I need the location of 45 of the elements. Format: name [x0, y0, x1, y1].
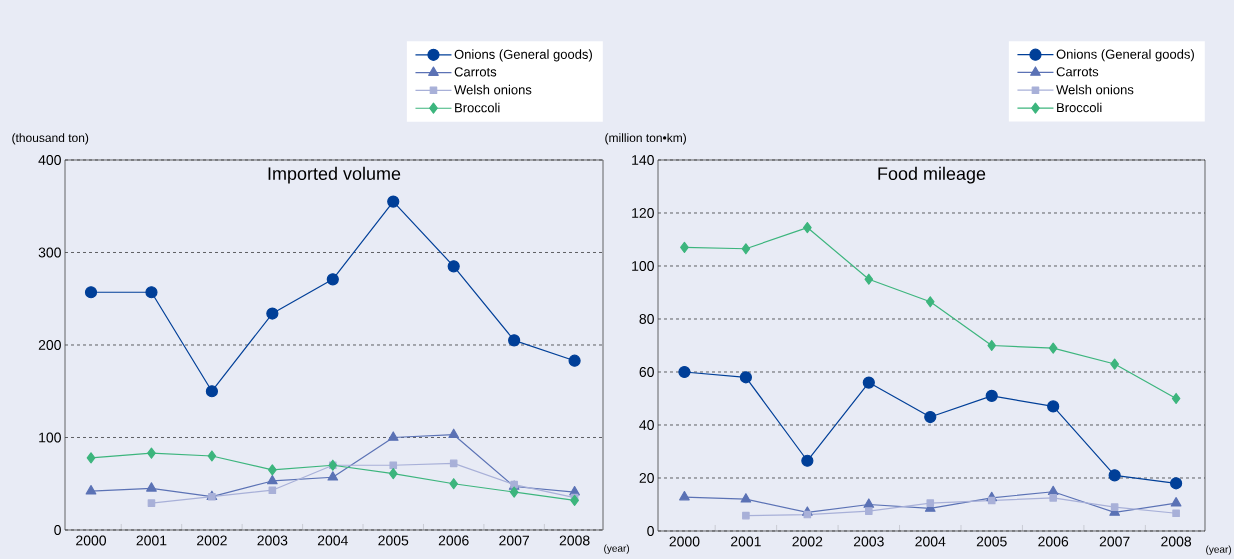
x-tick-label: 2003: [257, 535, 288, 546]
y-tick-label: 400: [38, 155, 61, 165]
legend-label: Broccoli: [1057, 102, 1102, 113]
legend-label: Onions (General goods): [1056, 49, 1194, 62]
x-tick-label: 2005: [378, 535, 409, 546]
legend-label: Welsh onions: [454, 84, 532, 95]
legend-label: Onions (General goods): [454, 49, 592, 62]
x-axis-title: (year): [1206, 545, 1232, 555]
legend-label: Carrots: [1056, 67, 1099, 77]
x-tick-label: 2004: [317, 535, 348, 546]
y-tick-label: 60: [639, 367, 654, 377]
y-axis-title: (thousand ton): [12, 133, 89, 145]
legend-label: Broccoli: [455, 102, 500, 113]
x-tick-label: 2000: [669, 536, 700, 547]
y-tick-label: 200: [38, 340, 61, 350]
x-tick-label: 2001: [136, 535, 167, 546]
x-axis-title: (year): [604, 544, 630, 554]
y-tick-label: 40: [639, 420, 654, 430]
x-tick-label: 2004: [915, 536, 946, 547]
x-tick-label: 2008: [559, 535, 590, 546]
x-tick-label: 2007: [1099, 536, 1130, 547]
chart-title: Food mileage: [878, 166, 986, 184]
x-tick-label: 2001: [731, 536, 761, 547]
x-tick-label: 2002: [197, 535, 227, 546]
x-tick-label: 2005: [976, 536, 1007, 547]
x-tick-label: 2008: [1161, 536, 1192, 547]
y-tick-label: 140: [632, 155, 654, 165]
legend-label: Welsh onions: [1056, 84, 1134, 95]
x-tick-label: 2000: [76, 535, 107, 546]
x-tick-label: 2002: [792, 536, 823, 547]
x-tick-label: 2003: [853, 536, 884, 547]
x-tick-label: 2006: [1038, 536, 1069, 547]
chart-title: Imported volume: [268, 166, 401, 184]
y-tick-label: 80: [639, 314, 654, 324]
legend-label: Carrots: [454, 67, 497, 77]
y-tick-label: 100: [39, 432, 61, 443]
x-tick-label: 2007: [499, 535, 530, 546]
y-axis-title: (million ton•km): [605, 133, 686, 145]
y-tick-label: 100: [632, 261, 654, 271]
y-tick-label: 20: [639, 473, 654, 483]
y-tick-label: 120: [632, 208, 654, 218]
y-tick-label: 0: [647, 526, 654, 536]
x-tick-label: 2006: [438, 535, 469, 546]
y-tick-label: 0: [54, 525, 61, 535]
y-tick-label: 300: [38, 247, 61, 258]
